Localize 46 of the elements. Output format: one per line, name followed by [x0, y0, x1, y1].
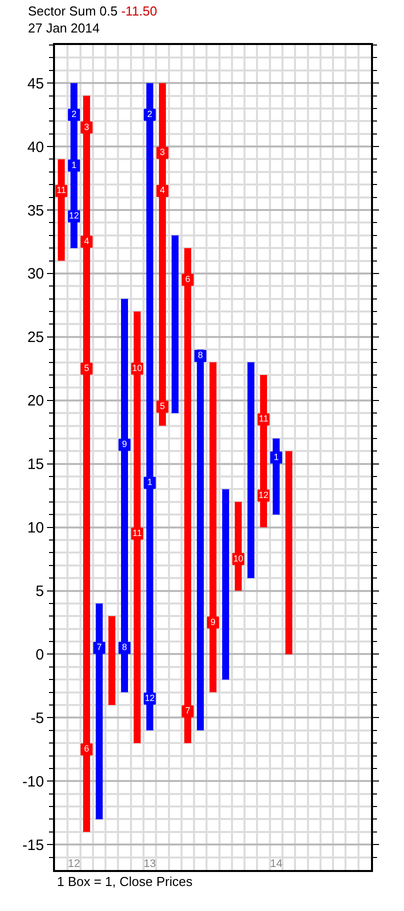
series-label: 3: [84, 122, 90, 132]
series-label: 8: [122, 642, 128, 652]
text: 10: [233, 553, 244, 564]
series-label: 9: [122, 439, 128, 450]
text: 3: [160, 147, 165, 158]
series-label: 2: [71, 109, 76, 120]
series-label: 4: [84, 236, 90, 246]
y-tick-label: 30: [27, 266, 44, 283]
category-label: 12: [258, 490, 269, 500]
text: 2: [147, 109, 152, 120]
series-label: 5: [84, 362, 90, 373]
text: 11: [258, 414, 268, 424]
y-tick-label: 25: [27, 329, 44, 346]
text: 9: [210, 616, 216, 627]
y-tick-label: 10: [27, 520, 44, 537]
text: 6: [185, 274, 190, 284]
chart-subtitle: 27 Jan 2014: [28, 20, 100, 36]
text: 4: [160, 185, 165, 196]
text: 8: [198, 350, 203, 360]
series-label: 11: [56, 185, 66, 196]
series-label: 10: [132, 362, 142, 373]
text: 12: [144, 692, 155, 703]
series-label: 6: [84, 744, 90, 754]
series-label: 12: [68, 210, 79, 221]
y-tick-label: 5: [36, 583, 44, 600]
series-label: 7: [96, 642, 102, 652]
text: 5: [160, 400, 165, 411]
text: 7: [185, 706, 190, 716]
series-label: 1: [71, 160, 76, 170]
text: 11: [132, 528, 142, 538]
x-tick-label: 14: [270, 858, 282, 870]
x-tick-label: 13: [144, 858, 156, 870]
y-tick-label: 15: [27, 456, 44, 474]
y-tick-label: 35: [27, 202, 44, 220]
y-tick-label: 45: [27, 75, 44, 92]
y-tick-label: 20: [27, 392, 44, 410]
y-tick-label: -5: [30, 710, 44, 727]
y-tick-label: -15: [22, 836, 44, 854]
text: 1 Box = 1, Close Prices: [57, 874, 193, 889]
y-tick-label: 0: [36, 646, 44, 664]
text: 1: [274, 452, 279, 462]
x-tick-label: 12: [68, 858, 80, 870]
text: 1: [147, 477, 152, 488]
chart-title: Sector Sum 0.5 -11.50: [28, 3, 158, 18]
y-tick-label: -10: [22, 773, 44, 790]
y-tick-label: 40: [27, 138, 44, 156]
